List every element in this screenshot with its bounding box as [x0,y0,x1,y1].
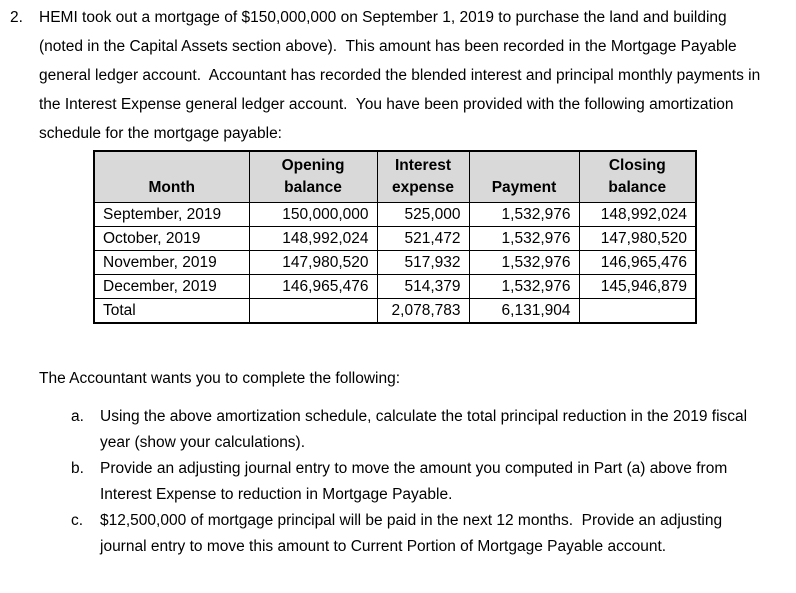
cell-payment: 1,532,976 [468,202,580,227]
task-marker: b. [71,460,84,477]
cell-interest-expense: 525,000 [376,202,470,227]
cell-interest-expense: 521,472 [376,226,470,251]
cell-payment: 1,532,976 [468,274,580,299]
cell-month: October, 2019 [93,226,250,251]
question-number: 2. [10,9,23,26]
amortization-table: Month Opening balance Interest expense P… [93,150,697,324]
task-list: a. Using the above amortization schedule… [39,404,772,560]
cell-interest-expense: 517,932 [376,250,470,275]
header-month: Month [93,150,250,203]
cell-total-interest: 2,078,783 [376,298,470,324]
cell-closing-balance: 147,980,520 [578,226,697,251]
task-item-a: a. Using the above amortization schedule… [71,404,772,456]
table-total-row: Total 2,078,783 6,131,904 [93,298,697,324]
table-row: September, 2019 150,000,000 525,000 1,53… [93,202,697,227]
question-body: HEMI took out a mortgage of $150,000,000… [39,3,772,560]
header-interest-expense: Interest expense [376,150,470,203]
cell-opening-balance: 147,980,520 [248,250,378,275]
task-text: $12,500,000 of mortgage principal will b… [100,512,727,555]
cell-payment: 1,532,976 [468,250,580,275]
table-header-row: Month Opening balance Interest expense P… [93,150,697,203]
cell-payment: 1,532,976 [468,226,580,251]
cell-month: December, 2019 [93,274,250,299]
table-row: November, 2019 147,980,520 517,932 1,532… [93,250,697,275]
task-item-b: b. Provide an adjusting journal entry to… [71,456,772,508]
task-text: Provide an adjusting journal entry to mo… [100,460,732,503]
cell-opening-balance: 150,000,000 [248,202,378,227]
header-opening-balance: Opening balance [248,150,378,203]
cell-opening-balance [248,298,378,324]
cell-opening-balance: 146,965,476 [248,274,378,299]
header-payment: Payment [468,150,580,203]
cell-month: November, 2019 [93,250,250,275]
table-row: December, 2019 146,965,476 514,379 1,532… [93,274,697,299]
accountant-prompt-text: The Accountant wants you to complete the… [39,370,401,387]
cell-total-label: Total [93,298,250,324]
task-marker: a. [71,408,84,425]
cell-total-payment: 6,131,904 [468,298,580,324]
cell-closing-balance: 146,965,476 [578,250,697,275]
table-row: October, 2019 148,992,024 521,472 1,532,… [93,226,697,251]
question-intro-text: HEMI took out a mortgage of $150,000,000… [39,9,765,142]
header-closing-balance: Closing balance [578,150,697,203]
cell-closing-balance: 148,992,024 [578,202,697,227]
task-text: Using the above amortization schedule, c… [100,408,752,451]
task-item-c: c. $12,500,000 of mortgage principal wil… [71,508,772,560]
question-item: 2. HEMI took out a mortgage of $150,000,… [10,3,772,560]
cell-interest-expense: 514,379 [376,274,470,299]
cell-closing-balance: 145,946,879 [578,274,697,299]
task-marker: c. [71,512,84,529]
cell-closing-balance [578,298,697,324]
cell-opening-balance: 148,992,024 [248,226,378,251]
cell-month: September, 2019 [93,202,250,227]
